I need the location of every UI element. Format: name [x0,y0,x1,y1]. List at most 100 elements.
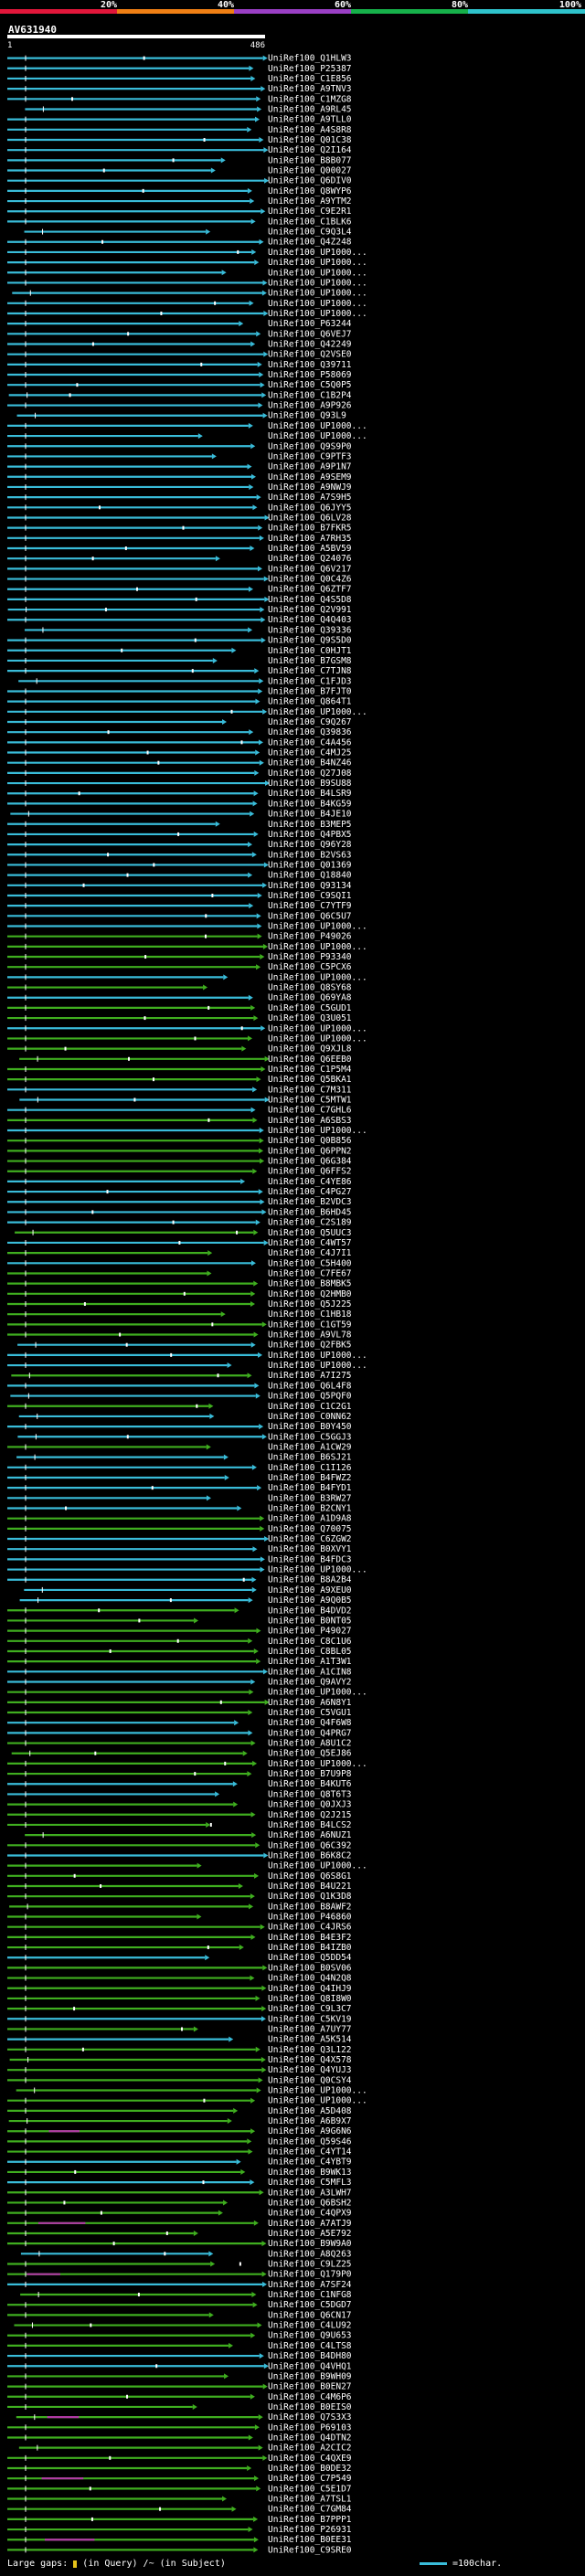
hit-label[interactable]: UniRef100_B4LCS2 [268,1820,352,1830]
hit-label[interactable]: UniRef100_C5KV19 [268,2014,352,2024]
hit-label[interactable]: UniRef100_B4KUT6 [268,1779,352,1789]
hit-label[interactable]: UniRef100_Q2VSE0 [268,350,352,360]
hit-label[interactable]: UniRef100_B0SV06 [268,1963,352,1973]
hit-label[interactable]: UniRef100_P69103 [268,2422,352,2433]
hit-label[interactable]: UniRef100_Q0CSY4 [268,2075,352,2085]
hit-label[interactable]: UniRef100_P25387 [268,64,352,74]
hit-label[interactable]: UniRef100_A7UY77 [268,2024,352,2034]
hit-label[interactable]: UniRef100_B4JE10 [268,810,352,820]
hit-label[interactable]: UniRef100_C7TJN8 [268,666,352,676]
hit-label[interactable]: UniRef100_C2S189 [268,1218,352,1228]
hit-label[interactable]: UniRef100_UP1000... [268,421,367,431]
hit-label[interactable]: UniRef100_A8Q263 [268,2249,352,2259]
hit-label[interactable]: UniRef100_B6SJ21 [268,1453,352,1463]
hit-label[interactable]: UniRef100_Q0B856 [268,1136,352,1146]
hit-label[interactable]: UniRef100_B8MBK5 [268,1279,352,1289]
hit-label[interactable]: UniRef100_Q27J08 [268,769,352,779]
hit-label[interactable]: UniRef100_Q8T6T3 [268,1789,352,1799]
hit-label[interactable]: UniRef100_Q6C392 [268,1840,352,1850]
hit-label[interactable]: UniRef100_B8A2B4 [268,1575,352,1585]
hit-label[interactable]: UniRef100_C1NFG8 [268,2290,352,2300]
hit-label[interactable]: UniRef100_B6K8C2 [268,1850,352,1860]
hit-label[interactable]: UniRef100_A9TLL0 [268,115,352,125]
hit-label[interactable]: UniRef100_B4IZB0 [268,1943,352,1953]
hit-label[interactable]: UniRef100_C4QXE9 [268,2454,352,2464]
hit-label[interactable]: UniRef100_Q9S5D0 [268,636,352,646]
hit-label[interactable]: UniRef100_B2CNY1 [268,1504,352,1514]
hit-label[interactable]: UniRef100_C1GT59 [268,1320,352,1330]
hit-label[interactable]: UniRef100_Q2HMB0 [268,1289,352,1299]
hit-label[interactable]: UniRef100_B9WK13 [268,2168,352,2178]
hit-label[interactable]: UniRef100_Q6BSH2 [268,2198,352,2208]
hit-label[interactable]: UniRef100_C5VGU1 [268,1708,352,1718]
hit-label[interactable]: UniRef100_A4S8R8 [268,125,352,135]
hit-label[interactable]: UniRef100_A1CIN8 [268,1667,352,1677]
hit-label[interactable]: UniRef100_Q8I8W0 [268,1994,352,2004]
hit-label[interactable]: UniRef100_Q2V991 [268,605,352,615]
hit-label[interactable]: UniRef100_C9SQI1 [268,891,352,901]
hit-label[interactable]: UniRef100_C8BL05 [268,1647,352,1657]
hit-label[interactable]: UniRef100_A9XEU0 [268,1585,352,1595]
hit-label[interactable]: UniRef100_UP1000... [268,278,367,288]
hit-label[interactable]: UniRef100_Q4X578 [268,2055,352,2065]
hit-label[interactable]: UniRef100_B7GSM8 [268,656,352,666]
hit-label[interactable]: UniRef100_Q6CN17 [268,2310,352,2320]
hit-label[interactable]: UniRef100_C9LZ25 [268,2259,352,2269]
hit-label[interactable]: UniRef100_Q39836 [268,727,352,737]
hit-label[interactable]: UniRef100_B3MEP5 [268,820,352,830]
hit-label[interactable]: UniRef100_C5PCX6 [268,962,352,972]
hit-label[interactable]: UniRef100_B8B077 [268,155,352,165]
hit-label[interactable]: UniRef100_A9SEM9 [268,472,352,482]
hit-label[interactable]: UniRef100_Q1K3D8 [268,1892,352,1902]
hit-label[interactable]: UniRef100_C9SRE0 [268,2545,352,2555]
hit-label[interactable]: UniRef100_B4E3F2 [268,1933,352,1943]
hit-label[interactable]: UniRef100_Q69YA8 [268,993,352,1003]
hit-label[interactable]: UniRef100_B4DVD2 [268,1606,352,1616]
hit-label[interactable]: UniRef100_A8U1C2 [268,1739,352,1749]
hit-label[interactable]: UniRef100_UP1000... [268,707,367,717]
hit-label[interactable]: UniRef100_C8C1U6 [268,1637,352,1647]
hit-label[interactable]: UniRef100_B4LSR9 [268,789,352,799]
hit-label[interactable]: UniRef100_Q6G384 [268,1157,352,1167]
hit-label[interactable]: UniRef100_A7I275 [268,1371,352,1381]
hit-label[interactable]: UniRef100_A9TNV3 [268,84,352,94]
hit-label[interactable]: UniRef100_Q4Q403 [268,615,352,625]
hit-label[interactable]: UniRef100_Q5J225 [268,1299,352,1309]
hit-label[interactable]: UniRef100_UP1000... [268,972,367,982]
hit-label[interactable]: UniRef100_Q6JYY5 [268,503,352,513]
hit-label[interactable]: UniRef100_B0EE31 [268,2535,352,2545]
hit-label[interactable]: UniRef100_Q9XJL8 [268,1044,352,1055]
hit-label[interactable]: UniRef100_Q70075 [268,1524,352,1534]
hit-label[interactable]: UniRef100_Q4YUJ3 [268,2065,352,2075]
hit-label[interactable]: UniRef100_B7U9P8 [268,1769,352,1779]
hit-label[interactable]: UniRef100_A9RL45 [268,104,352,114]
hit-label[interactable]: UniRef100_Q3U051 [268,1013,352,1023]
hit-label[interactable]: UniRef100_Q2I164 [268,145,352,155]
hit-label[interactable]: UniRef100_Q864T1 [268,697,352,707]
hit-label[interactable]: UniRef100_UP1000... [268,942,367,952]
hit-label[interactable]: UniRef100_C9E2R1 [268,207,352,217]
hit-label[interactable]: UniRef100_C1E856 [268,74,352,84]
hit-label[interactable]: UniRef100_B9W9A0 [268,2239,352,2249]
hit-label[interactable]: UniRef100_C9PTF3 [268,451,352,461]
hit-label[interactable]: UniRef100_P58069 [268,370,352,380]
hit-label[interactable]: UniRef100_B2VS63 [268,850,352,860]
hit-label[interactable]: UniRef100_UP1000... [268,431,367,441]
hit-label[interactable]: UniRef100_UP1000... [268,1351,367,1361]
hit-label[interactable]: UniRef100_Q4N2Q8 [268,1974,352,1984]
hit-label[interactable]: UniRef100_B0Y450 [268,1422,352,1432]
hit-label[interactable]: UniRef100_C5DGD7 [268,2300,352,2310]
hit-label[interactable]: UniRef100_A6NUZ1 [268,1830,352,1840]
hit-label[interactable]: UniRef100_UP1000... [268,1565,367,1575]
hit-label[interactable]: UniRef100_Q179P0 [268,2270,352,2280]
hit-label[interactable]: UniRef100_UP1000... [268,268,367,278]
hit-label[interactable]: UniRef100_Q6C5U7 [268,911,352,921]
hit-label[interactable]: UniRef100_Q5UUC3 [268,1228,352,1238]
hit-label[interactable]: UniRef100_Q39336 [268,625,352,635]
hit-label[interactable]: UniRef100_UP1000... [268,248,367,258]
hit-label[interactable]: UniRef100_UP1000... [268,1023,367,1034]
hit-label[interactable]: UniRef100_Q6EEB0 [268,1055,352,1065]
hit-label[interactable]: UniRef100_C0NN62 [268,1412,352,1422]
hit-label[interactable]: UniRef100_UP1000... [268,1861,367,1871]
hit-label[interactable]: UniRef100_Q1HLW3 [268,54,352,64]
